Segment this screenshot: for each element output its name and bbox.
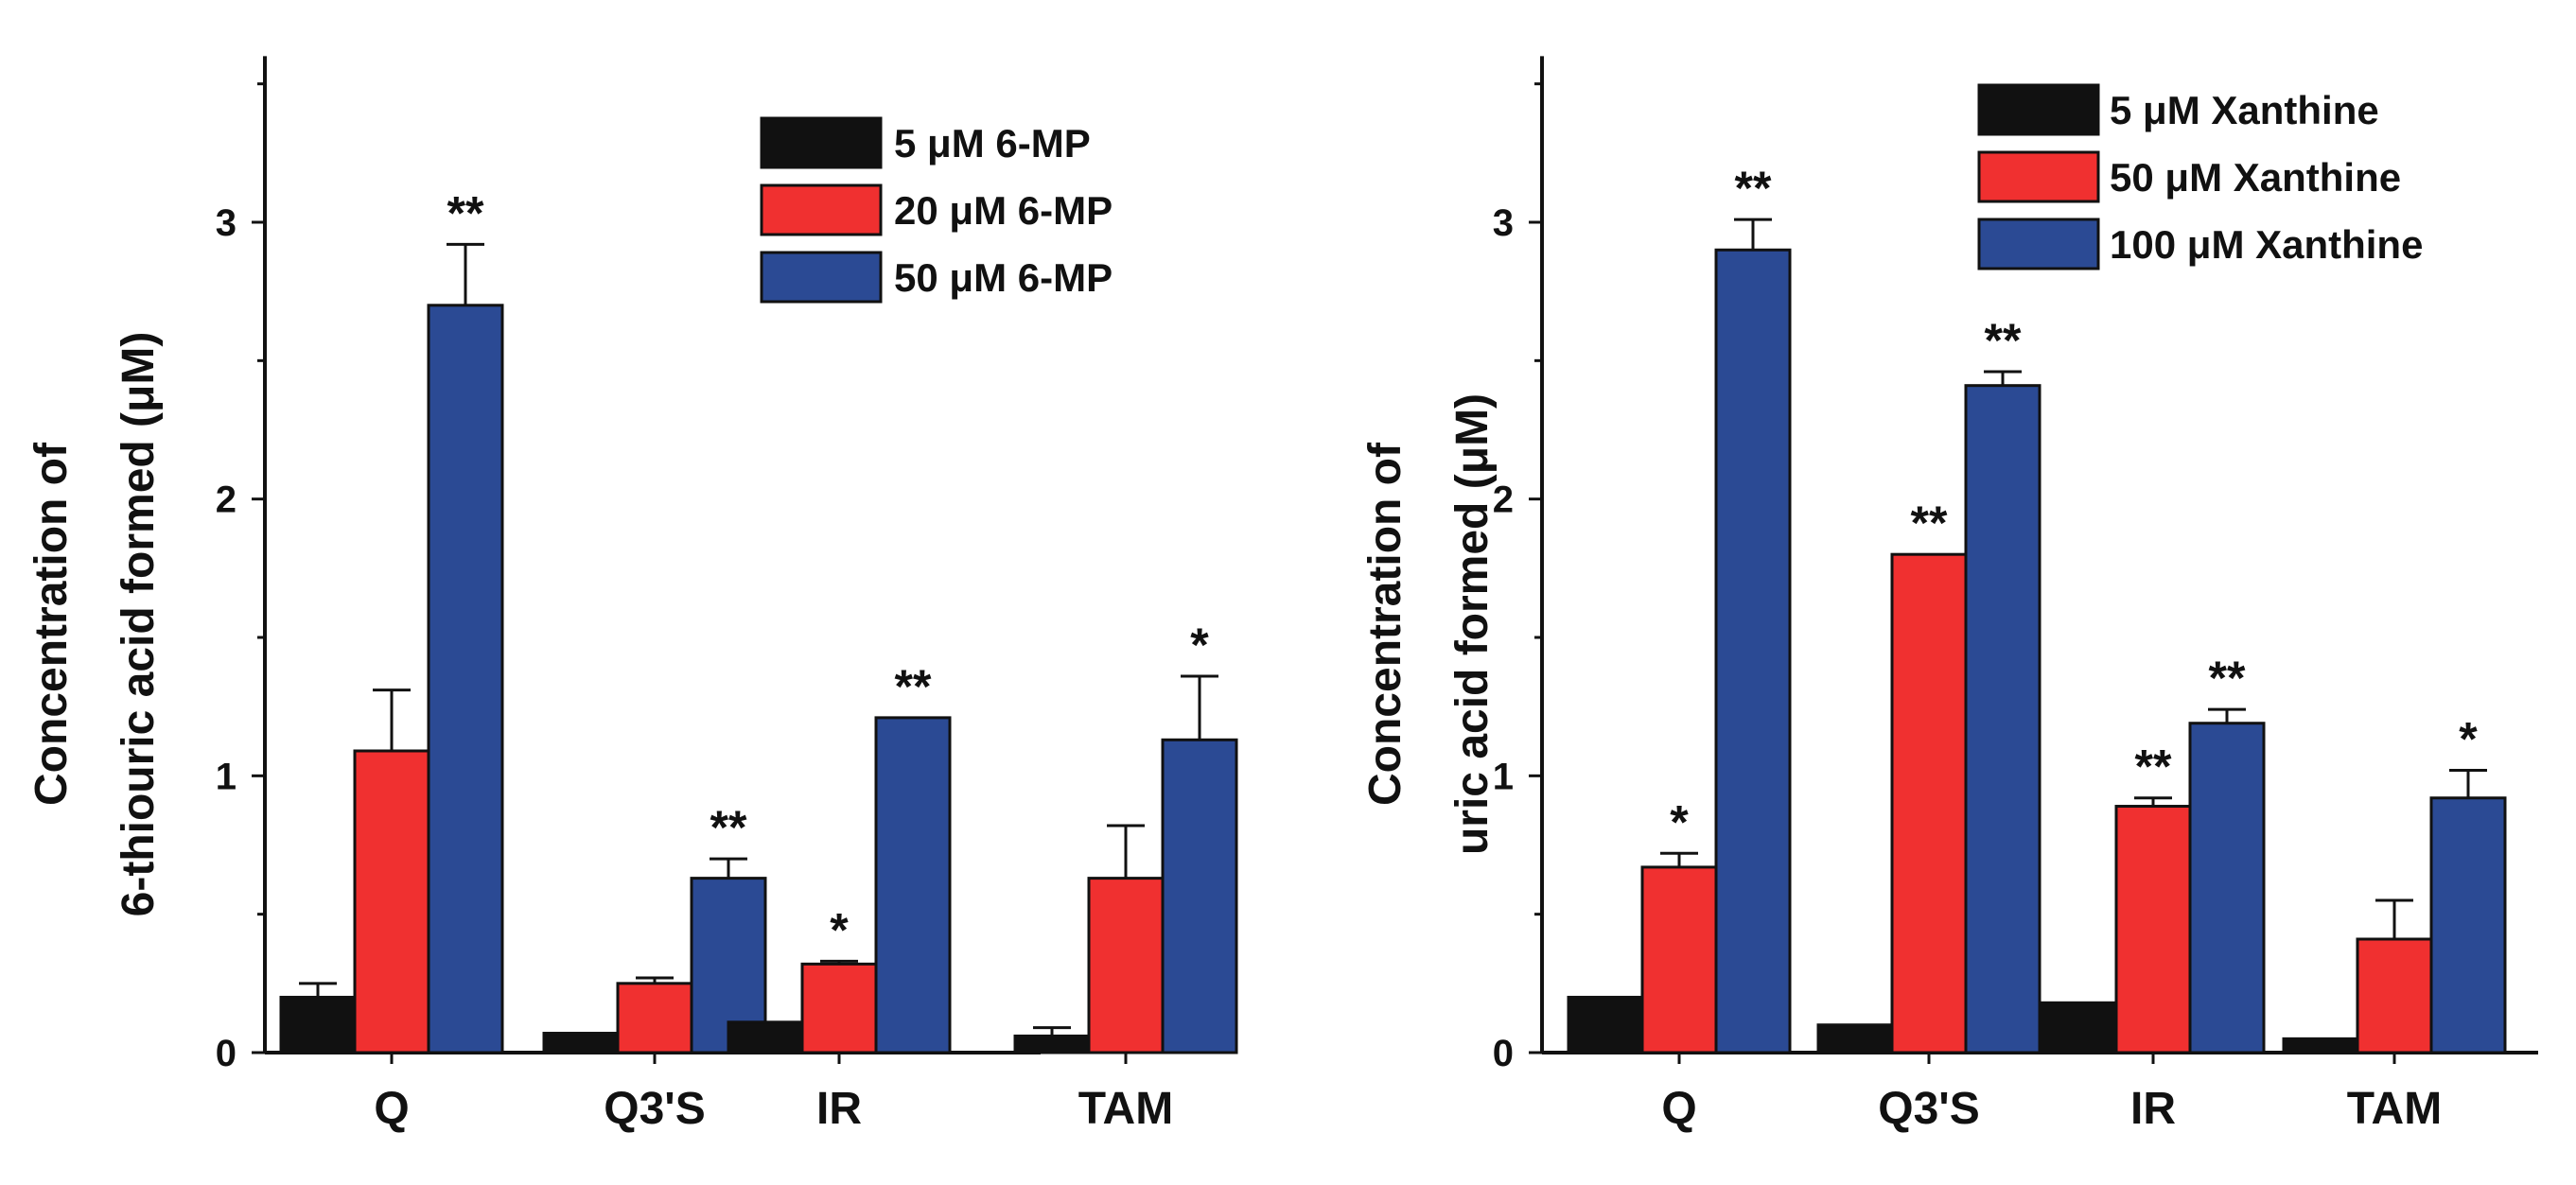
x-category-label: TAM — [2347, 1084, 2442, 1134]
x-category-label: Q — [1661, 1084, 1696, 1134]
legend-label-3: 100 μM Xanthine — [2110, 222, 2423, 267]
y-axis-title-line-2: uric acid formed (μM) — [1447, 393, 1498, 855]
bar-3 — [427, 304, 504, 1054]
x-category-label: IR — [816, 1084, 862, 1134]
legend-swatch-1 — [1977, 83, 2100, 136]
legend-label-2: 20 μM 6-MP — [894, 188, 1113, 233]
chart-panel-2: 0 1 2 3 Concentration of uric acid formed (μM… — [1360, 56, 2538, 1134]
legend-label-1: 5 μM Xanthine — [2110, 88, 2379, 132]
bar-2 — [1087, 877, 1165, 1054]
bar-3 — [1161, 738, 1238, 1054]
bar-2 — [2356, 937, 2433, 1054]
y-tick-label: 1 — [1493, 756, 1514, 797]
bar-1 — [1816, 1023, 1894, 1054]
significance-marker: ** — [1985, 314, 2022, 367]
significance-marker: * — [2459, 712, 2478, 765]
significance-marker: ** — [2135, 741, 2172, 793]
bar-1 — [542, 1032, 620, 1054]
y-tick-label: 2 — [216, 479, 237, 521]
bar-1 — [1013, 1034, 1091, 1054]
legend-label-1: 5 μM 6-MP — [894, 121, 1091, 166]
bar-3 — [2429, 796, 2507, 1054]
chart-panel-1: 0 1 2 3 Concentration of 6-thiouric acid form… — [26, 56, 1238, 1134]
legend-swatch-2 — [760, 183, 883, 236]
legend-swatch-3 — [1977, 218, 2100, 270]
bar-1 — [727, 1020, 804, 1054]
x-category-label: Q3'S — [604, 1084, 705, 1134]
y-axis-title-line-2: 6-thiouric acid formed (μM) — [114, 332, 164, 917]
y-tick-label: 1 — [216, 756, 237, 797]
significance-marker: * — [1190, 619, 1209, 671]
bar-2 — [1890, 552, 1968, 1054]
bar-2 — [800, 962, 878, 1054]
bar-2 — [616, 982, 693, 1054]
bar-3 — [1964, 384, 2042, 1054]
y-axis-title-line-1: Concentration of — [1360, 442, 1411, 806]
bar-2 — [353, 749, 430, 1054]
x-category-label: Q — [374, 1084, 409, 1134]
legend-swatch-2 — [1977, 150, 2100, 203]
significance-marker: ** — [1911, 497, 1948, 549]
y-tick-label: 0 — [1493, 1033, 1514, 1074]
bar-3 — [1714, 248, 1792, 1054]
y-tick-label: 3 — [216, 202, 237, 244]
significance-marker: ** — [447, 186, 484, 239]
y-tick-label: 0 — [216, 1033, 237, 1074]
y-tick-label: 3 — [1493, 202, 1514, 244]
significance-marker: * — [830, 903, 849, 956]
bar-3 — [874, 716, 952, 1054]
bar-1 — [2041, 1001, 2118, 1054]
significance-marker: ** — [2209, 652, 2246, 705]
legend-label-2: 50 μM Xanthine — [2110, 155, 2401, 200]
y-axis-title-line-1: Concentration of — [26, 442, 77, 806]
legend-swatch-1 — [760, 116, 883, 169]
bar-1 — [2282, 1037, 2359, 1054]
bar-1 — [1567, 995, 1644, 1054]
x-category-label: IR — [2130, 1084, 2176, 1134]
bar-1 — [279, 995, 357, 1054]
significance-marker: * — [1670, 795, 1689, 848]
legend-swatch-3 — [760, 251, 883, 304]
bar-3 — [2188, 722, 2266, 1054]
significance-marker: ** — [1735, 162, 1772, 215]
x-category-label: TAM — [1078, 1084, 1173, 1134]
legend-label-3: 50 μM 6-MP — [894, 255, 1113, 300]
bar-2 — [2114, 805, 2192, 1054]
bar-2 — [1640, 865, 1718, 1054]
x-category-label: Q3'S — [1878, 1084, 1979, 1134]
significance-marker: ** — [710, 801, 747, 854]
y-tick-label: 2 — [1493, 479, 1514, 521]
significance-marker: ** — [895, 660, 932, 713]
